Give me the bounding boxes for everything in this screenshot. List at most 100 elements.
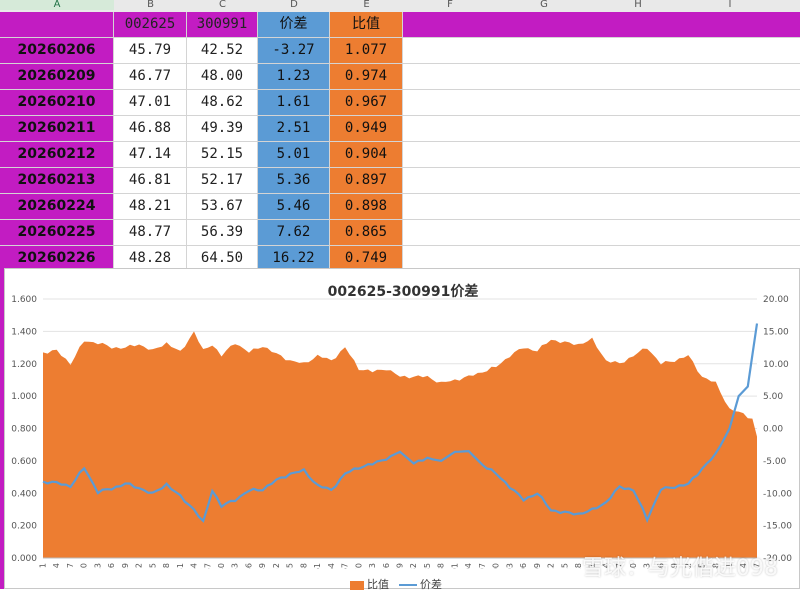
cell-b[interactable]: 46.77 [114, 64, 187, 89]
watermark: 雪球：与光偕进098 [582, 556, 778, 581]
cell-date[interactable]: 20260224 [0, 194, 114, 219]
y-right-tick-label: 20.00 [763, 295, 789, 305]
cell-c[interactable]: 52.15 [187, 142, 258, 167]
cell-c[interactable]: 48.00 [187, 64, 258, 89]
cell-d[interactable]: 5.01 [258, 142, 330, 167]
y-right-tick-label: 0.00 [763, 425, 783, 435]
cell-d[interactable]: 16.22 [258, 246, 330, 271]
x-tick-label: 73 [368, 563, 377, 569]
cell-e[interactable]: 0.897 [330, 168, 403, 193]
column-letter-d[interactable]: D [290, 0, 298, 10]
cell-e[interactable]: 0.949 [330, 116, 403, 141]
column-letter-f[interactable]: F [447, 0, 453, 10]
cell-e[interactable]: 0.974 [330, 64, 403, 89]
x-tick-label: 154 [739, 563, 748, 569]
x-tick-label: 67 [341, 563, 350, 569]
cell-date[interactable]: 20260206 [0, 38, 114, 63]
x-tick-label: 109 [533, 563, 542, 569]
cell-c[interactable]: 53.67 [187, 194, 258, 219]
header-rest [403, 12, 800, 37]
cell-b[interactable]: 48.77 [114, 220, 187, 245]
cell-date[interactable]: 20260211 [0, 116, 114, 141]
cell-e[interactable]: 0.904 [330, 142, 403, 167]
cell-d[interactable]: 7.62 [258, 220, 330, 245]
cell-b[interactable]: 46.88 [114, 116, 187, 141]
cell-b[interactable]: 46.81 [114, 168, 187, 193]
cell-b[interactable]: 47.14 [114, 142, 187, 167]
cell-c[interactable]: 42.52 [187, 38, 258, 63]
cell-c[interactable]: 56.39 [187, 220, 258, 245]
chart-panel[interactable]: 002625-300991价差 0.000 0.200 0.400 0.600 0.80… [4, 268, 800, 592]
x-tick-label: 139 [670, 563, 679, 569]
header-cell-d[interactable]: 价差 [258, 12, 330, 37]
x-tick-label: 43 [231, 563, 240, 569]
y-left-tick-label: 0.400 [11, 489, 37, 499]
x-tick-label: 88 [437, 563, 446, 569]
cell-e[interactable]: 0.967 [330, 90, 403, 115]
cell-c[interactable]: 64.50 [187, 246, 258, 271]
x-tick-label: 46 [244, 563, 253, 569]
y-right-tick-label: 10.00 [763, 360, 789, 370]
header-cell-e[interactable]: 比值 [330, 12, 403, 37]
header-cell-b[interactable]: 002625 [114, 12, 187, 37]
cell-e[interactable]: 0.749 [330, 246, 403, 271]
table-row: 20260226 48.28 64.50 16.22 0.749 [0, 246, 800, 272]
column-letter-c[interactable]: C [219, 0, 226, 10]
header-cell-c[interactable]: 300991 [187, 12, 258, 37]
column-letter-e[interactable]: E [363, 0, 370, 10]
column-letter-g[interactable]: G [540, 0, 548, 10]
x-tick-label: 64 [327, 563, 336, 569]
cell-b[interactable]: 47.01 [114, 90, 187, 115]
x-tick-label: 157 [753, 563, 762, 569]
x-tick-label: 82 [409, 563, 418, 569]
x-tick-label: 151 [725, 563, 734, 569]
legend-ratio: 比值 [350, 576, 389, 592]
x-tick-label: 31 [176, 563, 185, 569]
x-tick-label: 40 [217, 563, 226, 569]
legend-ratio-label: 比值 [367, 578, 389, 591]
x-tick-label: 112 [547, 563, 556, 569]
cell-c[interactable]: 48.62 [187, 90, 258, 115]
cell-date[interactable]: 20260213 [0, 168, 114, 193]
table-row: 20260210 47.01 48.62 1.61 0.967 [0, 90, 800, 116]
cell-date[interactable]: 20260209 [0, 64, 114, 89]
chart-legend: 比值 价差 [350, 576, 442, 592]
cell-b[interactable]: 48.21 [114, 194, 187, 219]
column-letter-i[interactable]: I [728, 0, 732, 10]
x-tick-label: 118 [574, 563, 583, 569]
x-tick-label: 145 [698, 563, 707, 569]
cell-b[interactable]: 48.28 [114, 246, 187, 271]
cell-date[interactable]: 20260210 [0, 90, 114, 115]
x-tick-label: 16 [107, 563, 116, 569]
column-letter-b[interactable]: B [147, 0, 154, 10]
cell-d[interactable]: 5.46 [258, 194, 330, 219]
cell-b[interactable]: 45.79 [114, 38, 187, 63]
x-tick-label: 52 [272, 563, 281, 569]
cell-d[interactable]: 1.61 [258, 90, 330, 115]
cell-d[interactable]: 1.23 [258, 64, 330, 89]
table-row: 20260206 45.79 42.52 -3.27 1.077 [0, 38, 800, 64]
cell-c[interactable]: 49.39 [187, 116, 258, 141]
cell-c[interactable]: 52.17 [187, 168, 258, 193]
cell-date[interactable]: 20260225 [0, 220, 114, 245]
column-letter-h[interactable]: H [634, 0, 642, 10]
cell-date[interactable]: 20260226 [0, 246, 114, 271]
cell-e[interactable]: 1.077 [330, 38, 403, 63]
cell-d[interactable]: -3.27 [258, 38, 330, 63]
cell-e[interactable]: 0.865 [330, 220, 403, 245]
cell-d[interactable]: 2.51 [258, 116, 330, 141]
cell-date[interactable]: 20260212 [0, 142, 114, 167]
x-tick-label: 13 [93, 563, 102, 569]
header-cell-a[interactable] [0, 12, 114, 37]
cell-d[interactable]: 5.36 [258, 168, 330, 193]
y-right-tick-label: 15.00 [763, 327, 789, 337]
table-row: 20260225 48.77 56.39 7.62 0.865 [0, 220, 800, 246]
x-tick-label: 97 [478, 563, 487, 569]
table-row: 20260213 46.81 52.17 5.36 0.897 [0, 168, 800, 194]
x-tick-label: 94 [464, 563, 473, 569]
cell-e[interactable]: 0.898 [330, 194, 403, 219]
column-letter-a[interactable]: A [0, 0, 114, 10]
x-tick-label: 22 [135, 563, 144, 569]
spread-line [42, 323, 759, 524]
x-tick-label: 106 [519, 563, 528, 569]
